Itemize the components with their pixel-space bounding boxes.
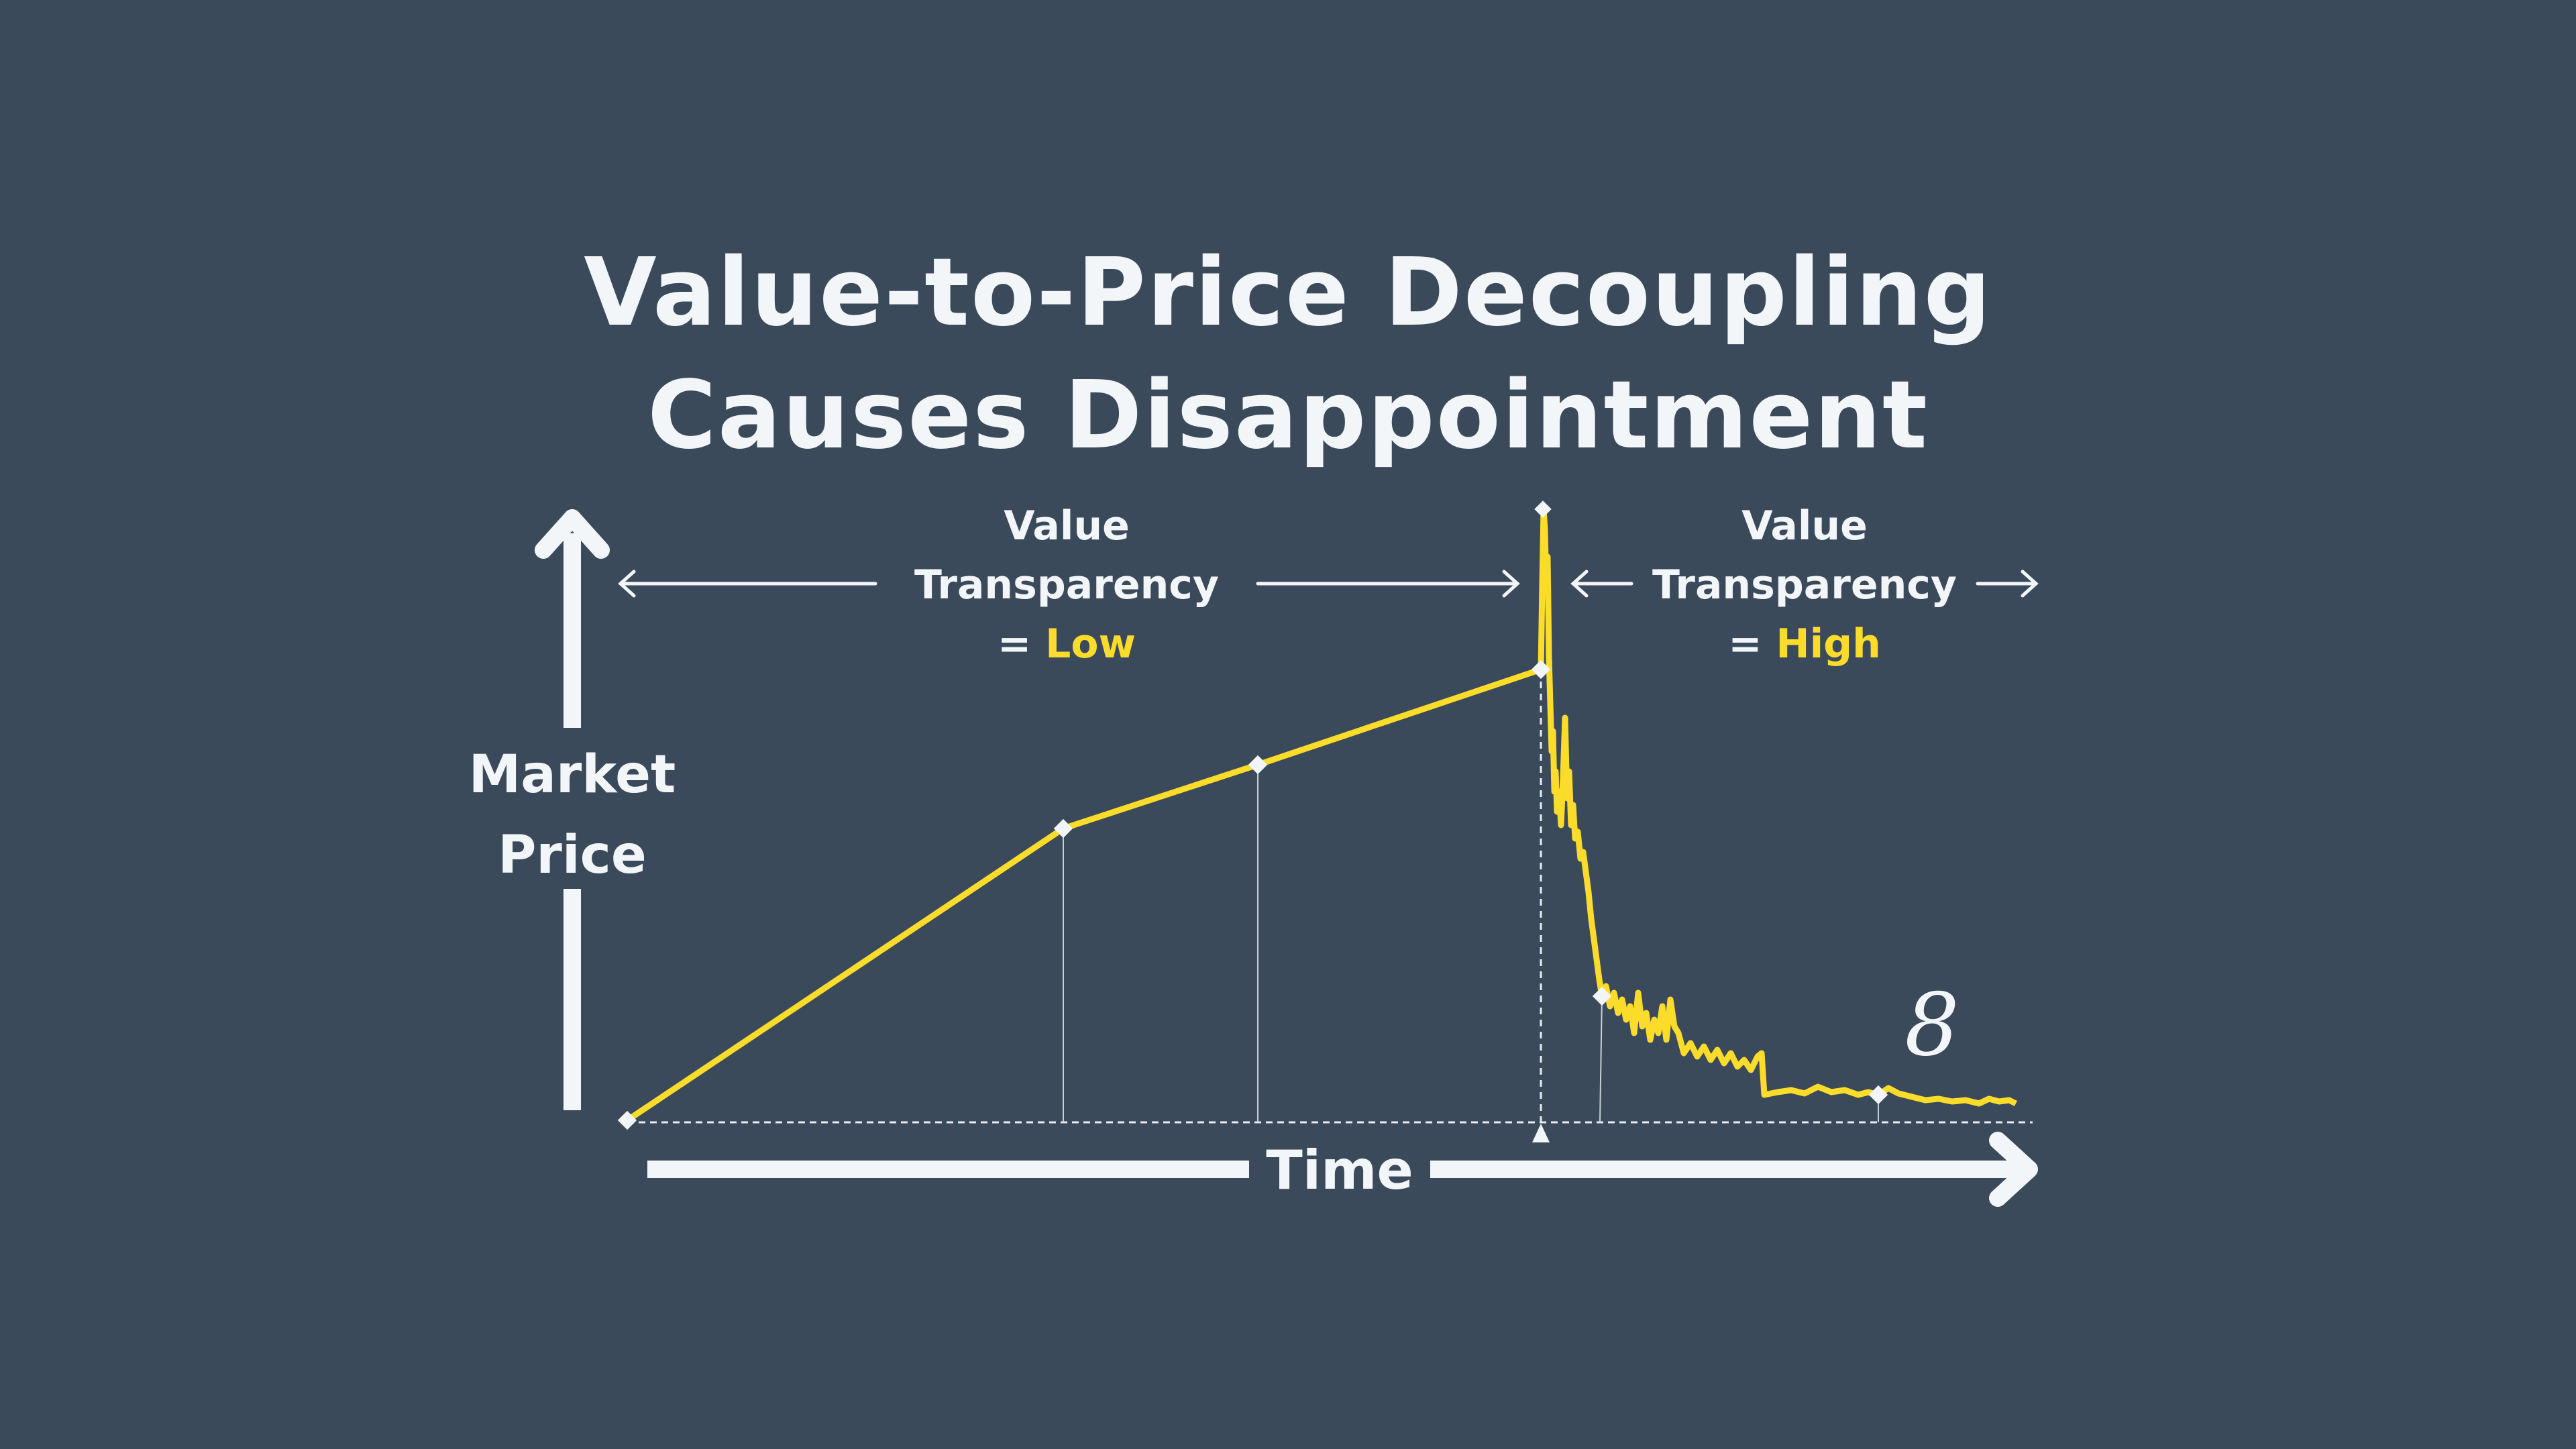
y-axis-label-line1: Market <box>468 745 676 805</box>
region-high-line1: Value <box>1741 502 1868 549</box>
x-axis-arrowhead <box>1989 1132 2038 1207</box>
region-high-prefix: = <box>1728 621 1776 667</box>
title-line-2: Causes Disappointment <box>647 361 1929 470</box>
y-axis-label-line2: Price <box>498 825 647 885</box>
marker-spike-top <box>1534 500 1552 518</box>
region-low-arrows <box>618 570 1520 598</box>
region-low-prefix: = <box>997 621 1046 667</box>
region-high-line2: Transparency <box>1652 561 1957 608</box>
marker-start <box>617 1110 637 1130</box>
region-high-line3: = High <box>1603 614 2006 674</box>
marker-1 <box>1053 818 1073 839</box>
region-low-label: Value Transparency = Low <box>865 496 1268 674</box>
region-low-line1: Value <box>1004 502 1130 549</box>
region-high-arrows <box>1570 570 2039 598</box>
x-axis-label: Time <box>1266 1139 1413 1201</box>
logo-glyph: 8 <box>1904 975 1959 1075</box>
price-line-crash <box>1538 506 2018 1107</box>
region-low-level: Low <box>1045 621 1136 667</box>
y-axis-label: Market Price <box>438 735 706 896</box>
region-low-line2: Transparency <box>914 561 1219 608</box>
y-axis-arrowhead <box>535 509 610 559</box>
region-high-level: High <box>1776 621 1881 667</box>
marker-peak-value <box>1531 659 1551 680</box>
price-line-rising <box>625 666 1542 1123</box>
region-high-label: Value Transparency = High <box>1603 496 2006 674</box>
marker-2 <box>1248 755 1268 775</box>
marker-4 <box>1868 1085 1888 1105</box>
title-line-1: Value-to-Price Decoupling <box>584 238 1992 347</box>
region-low-line3: = Low <box>865 614 1268 674</box>
peak-marker-triangle <box>1532 1124 1550 1142</box>
marker-3 <box>1592 986 1612 1006</box>
dropline-3 <box>1599 996 1603 1123</box>
